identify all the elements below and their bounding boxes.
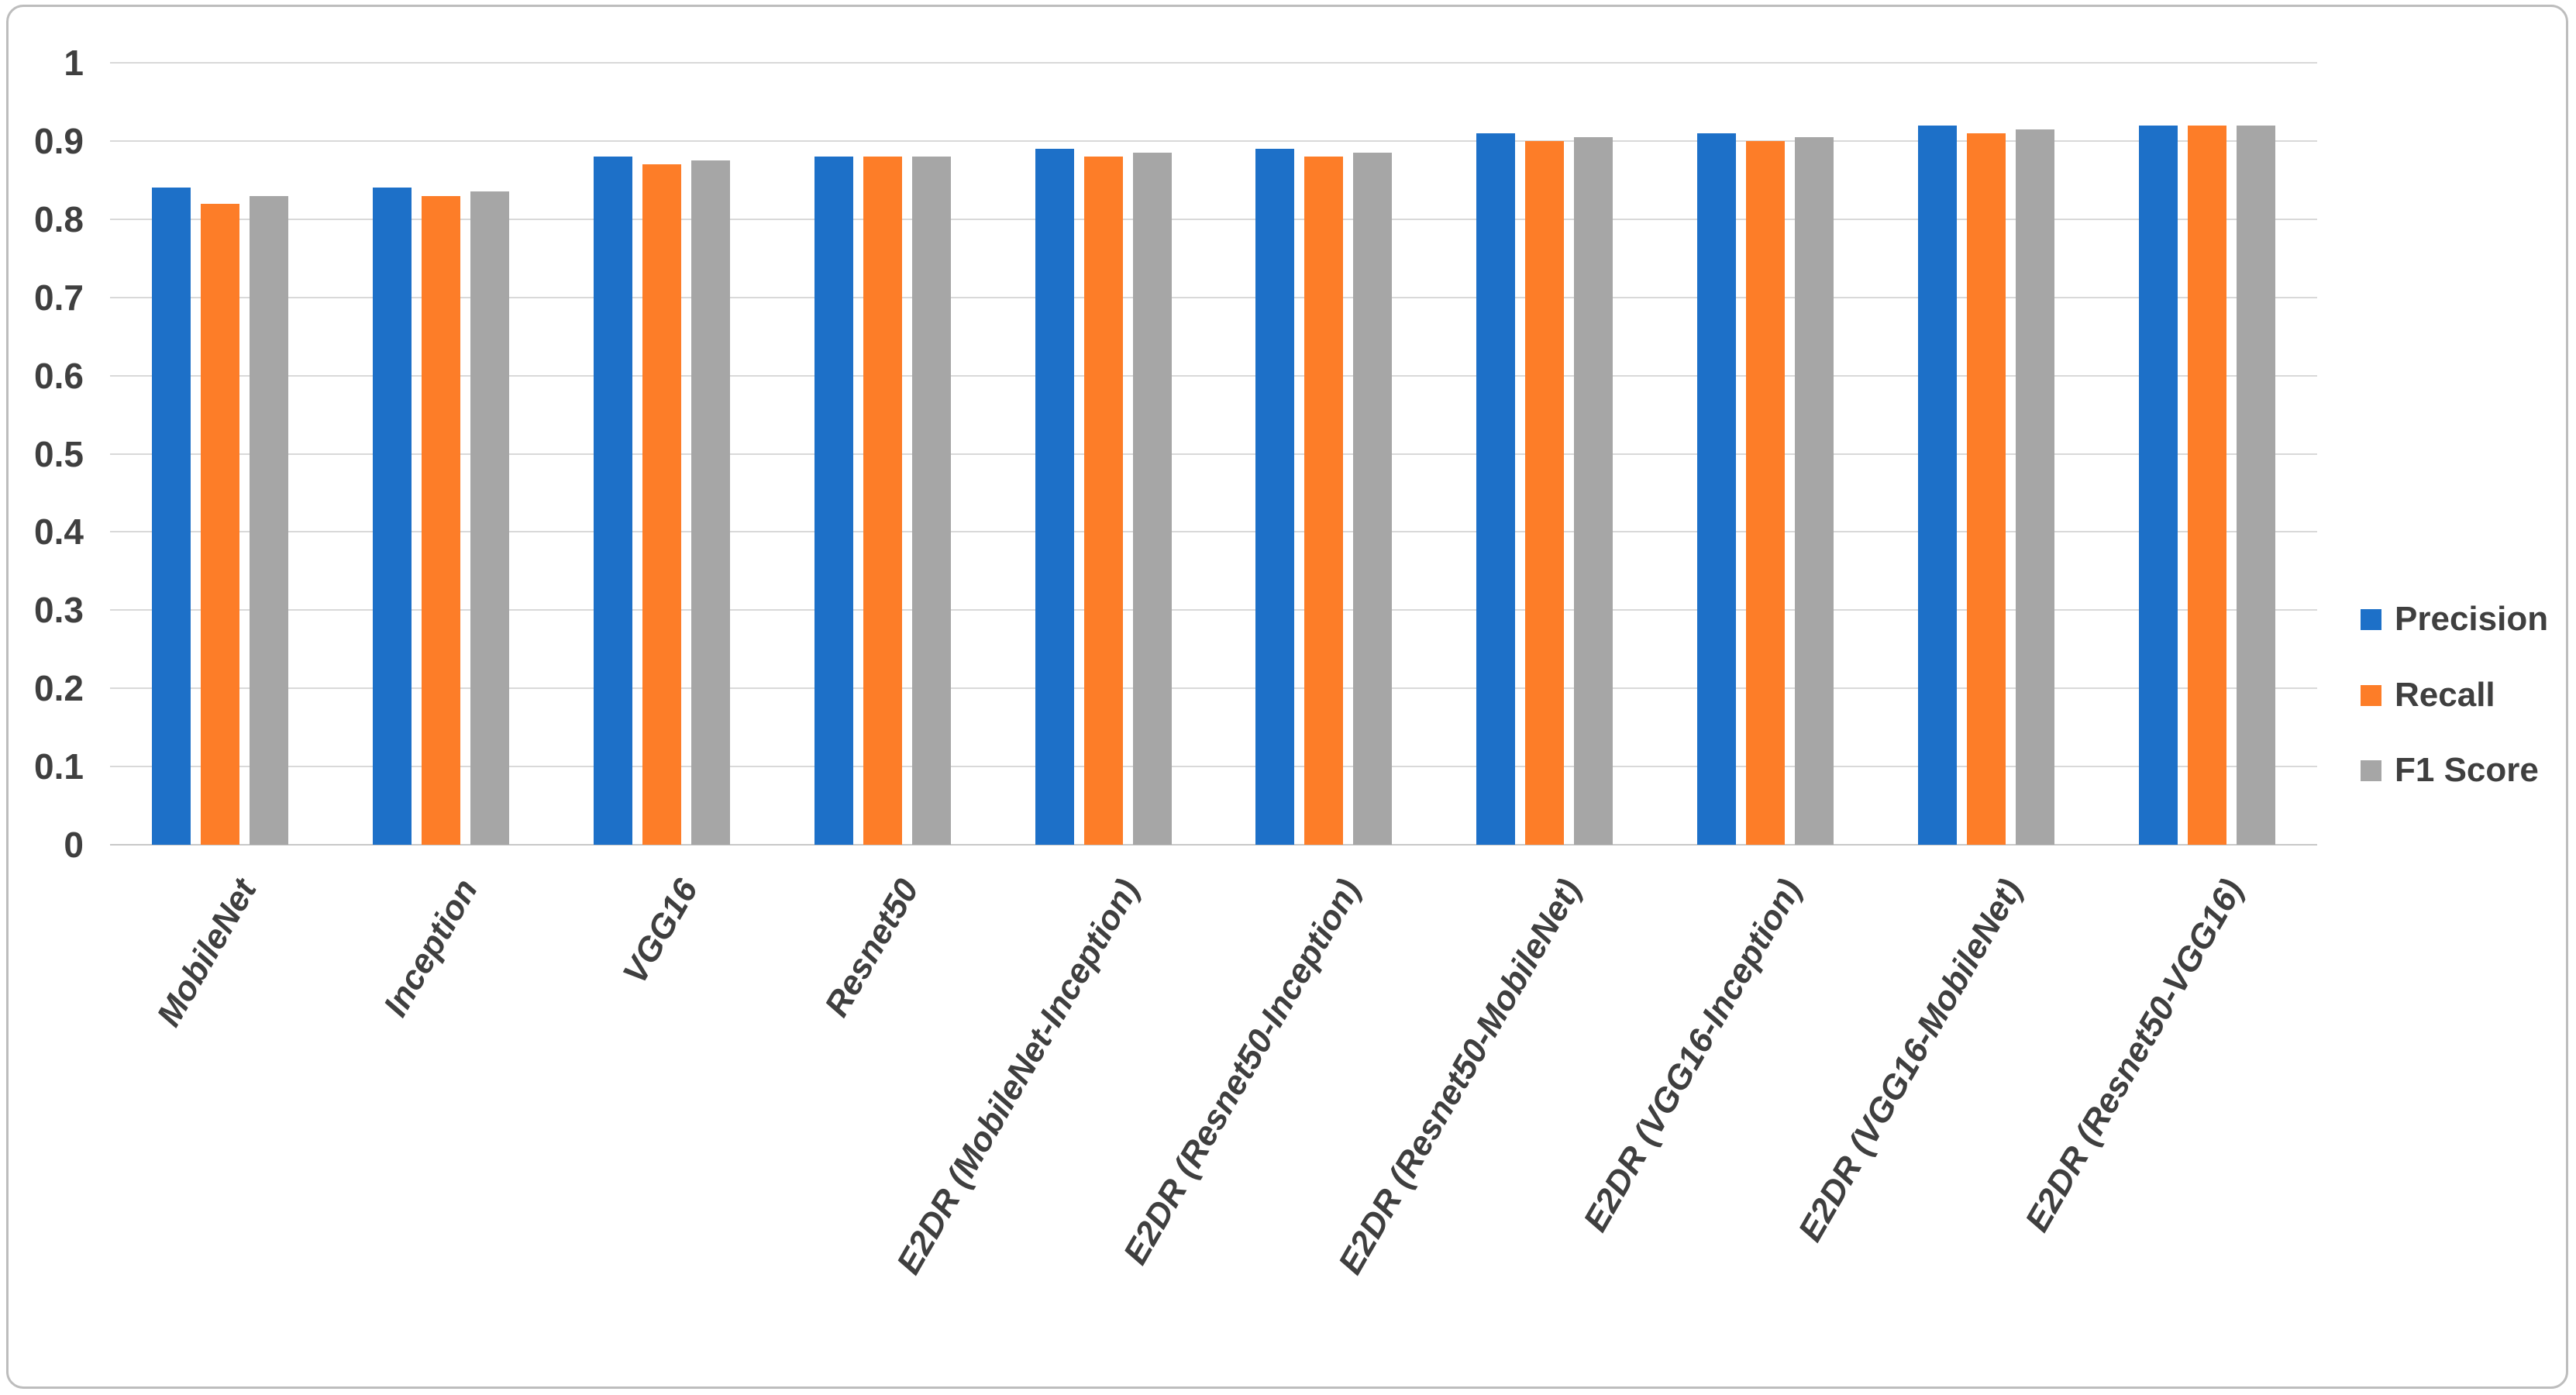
x-axis-category-label: Inception xyxy=(376,873,485,1023)
x-axis-category-label: E2DR (MobileNet-Inception) xyxy=(889,873,1148,1281)
bar-precision xyxy=(814,157,853,845)
x-axis-category-label: E2DR (Resnet50-VGG16) xyxy=(2017,873,2251,1238)
bar-precision xyxy=(373,188,412,845)
y-axis-tick-label: 1 xyxy=(64,43,84,83)
bar-f1-score xyxy=(1353,153,1393,845)
y-axis-tick-label: 0.4 xyxy=(34,512,84,553)
bar-recall xyxy=(1083,157,1123,845)
bar-recall xyxy=(1966,133,2006,845)
bar-f1-score xyxy=(1132,153,1172,845)
bar-precision xyxy=(1476,133,1516,845)
bar-precision xyxy=(1035,148,1074,845)
gridline xyxy=(110,766,2317,768)
gridline xyxy=(110,62,2317,64)
y-axis-tick-label: 0 xyxy=(64,825,84,865)
y-axis-tick-label: 0.6 xyxy=(34,355,84,396)
bar-recall xyxy=(1304,157,1344,845)
bar-precision xyxy=(1697,133,1736,845)
gridline xyxy=(110,218,2317,220)
legend-item-precision: Precision xyxy=(2361,600,2548,639)
bar-precision xyxy=(594,157,632,845)
bar-f1-score xyxy=(1795,136,1834,845)
x-axis-category-label: E2DR (VGG16-MobileNet) xyxy=(1791,873,2030,1248)
x-axis-category-label: Resnet50 xyxy=(817,873,927,1023)
gridline xyxy=(110,453,2317,455)
legend-label: Precision xyxy=(2395,600,2549,638)
x-axis-category-label: MobileNet xyxy=(150,873,264,1033)
gridline xyxy=(110,140,2317,142)
bar-recall xyxy=(201,203,240,845)
bar-precision xyxy=(152,188,191,845)
legend-label: Recall xyxy=(2395,676,2495,714)
x-axis-category-label: E2DR (Resnet50-MobileNet) xyxy=(1331,873,1589,1281)
bar-f1-score xyxy=(691,160,730,845)
x-axis-category-label: E2DR (VGG16-Inception) xyxy=(1576,873,1810,1238)
y-axis-tick-label: 0.5 xyxy=(34,433,84,474)
bar-precision xyxy=(1255,148,1295,845)
bar-recall xyxy=(863,157,902,845)
x-axis-category-label: VGG16 xyxy=(615,873,706,990)
legend-item-recall: Recall xyxy=(2361,676,2495,715)
y-axis-tick-label: 0.8 xyxy=(34,198,84,239)
legend-item-f1-score: F1 Score xyxy=(2361,751,2539,790)
legend-swatch xyxy=(2361,760,2381,781)
y-axis-tick-label: 0.9 xyxy=(34,120,84,161)
gridline xyxy=(110,687,2317,690)
gridline xyxy=(110,296,2317,298)
bar-f1-score xyxy=(470,191,510,845)
y-axis-tick-label: 0.7 xyxy=(34,277,84,318)
bar-recall xyxy=(1746,140,1785,845)
bar-precision xyxy=(1917,125,1957,845)
bar-f1-score xyxy=(911,157,951,845)
x-axis-category-label: E2DR (Resnet50-Inception) xyxy=(1116,873,1368,1271)
legend-swatch xyxy=(2361,608,2381,630)
bar-recall xyxy=(642,164,681,845)
bar-recall xyxy=(422,195,461,845)
bar-f1-score xyxy=(2015,129,2054,845)
y-axis-tick-label: 0.1 xyxy=(34,746,84,787)
legend-swatch xyxy=(2361,684,2381,706)
x-axis-line xyxy=(110,844,2317,846)
bar-f1-score xyxy=(2236,125,2275,845)
bar-recall xyxy=(1525,140,1565,845)
bar-f1-score xyxy=(250,195,289,845)
gridline xyxy=(110,374,2317,377)
y-axis-tick-label: 0.2 xyxy=(34,668,84,709)
legend-label: F1 Score xyxy=(2395,751,2539,789)
gridline xyxy=(110,531,2317,533)
y-axis-tick-label: 0.3 xyxy=(34,590,84,631)
gridline xyxy=(110,609,2317,611)
bar-f1-score xyxy=(1574,136,1613,845)
bar-recall xyxy=(2187,125,2226,845)
bar-precision xyxy=(2138,125,2178,845)
